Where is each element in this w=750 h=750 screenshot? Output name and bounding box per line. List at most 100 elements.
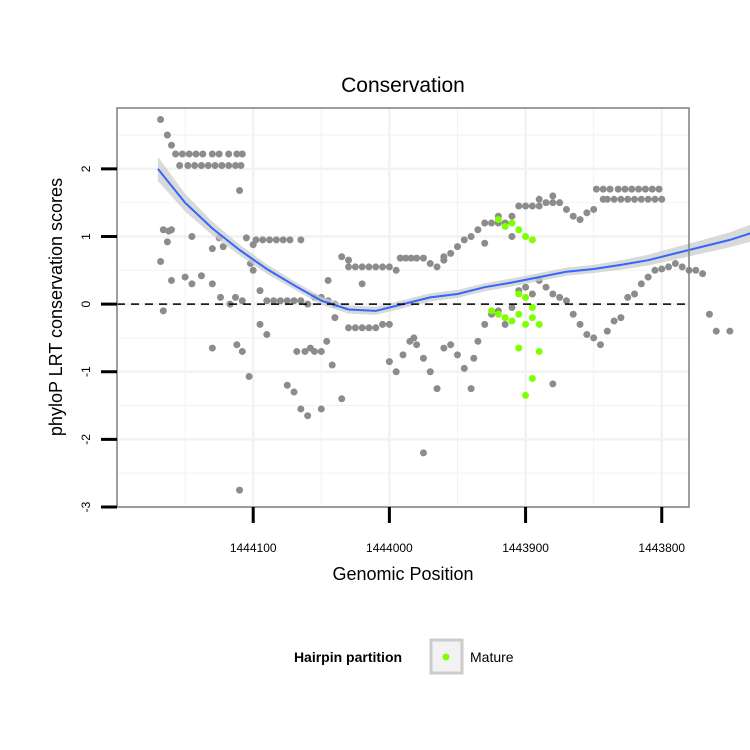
- point-other: [562, 205, 570, 213]
- point-other: [590, 205, 598, 213]
- point-other: [549, 380, 557, 388]
- point-other: [208, 150, 216, 158]
- point-other: [556, 199, 564, 207]
- point-mature: [522, 391, 530, 399]
- point-other: [159, 307, 167, 315]
- point-other: [419, 354, 427, 362]
- point-other: [617, 314, 625, 322]
- point-other: [208, 245, 216, 253]
- point-other: [508, 212, 516, 220]
- point-other: [583, 331, 591, 339]
- point-other: [188, 280, 196, 288]
- chart-title: Conservation: [341, 74, 465, 97]
- point-other: [225, 150, 233, 158]
- point-other: [197, 161, 205, 169]
- point-other: [447, 341, 455, 349]
- point-other: [576, 216, 584, 224]
- point-other: [549, 199, 557, 207]
- point-other: [238, 347, 246, 355]
- point-other: [610, 317, 618, 325]
- point-other: [231, 293, 239, 301]
- point-other: [460, 236, 468, 244]
- point-other: [163, 131, 171, 139]
- plot-panel: 1444100 1444000 1443900 1443800 -3 -2 -1 0 1 2: [79, 107, 750, 555]
- point-other: [460, 364, 468, 372]
- point-other: [167, 141, 175, 149]
- point-other: [372, 324, 380, 332]
- point-other: [225, 161, 233, 169]
- point-other: [481, 320, 489, 328]
- point-other: [535, 202, 543, 210]
- point-other: [176, 161, 184, 169]
- point-other: [528, 290, 536, 298]
- point-other: [583, 209, 591, 217]
- point-mature: [488, 307, 496, 315]
- point-other: [678, 263, 686, 271]
- point-other: [338, 395, 346, 403]
- point-other: [396, 254, 404, 262]
- point-other: [283, 381, 291, 389]
- point-other: [651, 266, 659, 274]
- legend-label-mature: Mature: [470, 649, 514, 665]
- point-other: [522, 202, 530, 210]
- point-other: [231, 161, 239, 169]
- point-other: [293, 347, 301, 355]
- point-other: [263, 331, 271, 339]
- point-other: [467, 232, 475, 240]
- point-other: [317, 405, 325, 413]
- point-other: [614, 185, 622, 193]
- point-mature: [528, 314, 536, 322]
- point-other: [606, 185, 614, 193]
- point-other: [413, 341, 421, 349]
- point-other: [549, 192, 557, 200]
- point-other: [628, 185, 636, 193]
- point-other: [181, 273, 189, 281]
- point-other: [549, 290, 557, 298]
- point-other: [379, 320, 387, 328]
- point-other: [188, 232, 196, 240]
- legend: Hairpin partition Mature: [294, 638, 514, 675]
- point-other: [272, 236, 280, 244]
- point-other: [474, 337, 482, 345]
- point-other: [324, 276, 332, 284]
- legend-title: Hairpin partition: [294, 649, 402, 665]
- y-tick-label: -2: [79, 434, 93, 445]
- point-mature: [508, 219, 516, 227]
- point-other: [172, 150, 180, 158]
- point-other: [191, 161, 199, 169]
- point-other: [631, 290, 639, 298]
- point-other: [426, 260, 434, 268]
- point-other: [304, 300, 312, 308]
- point-other: [379, 263, 387, 271]
- point-other: [279, 236, 287, 244]
- y-tick-label: 2: [79, 165, 93, 172]
- point-other: [624, 293, 632, 301]
- point-other: [599, 185, 607, 193]
- point-other: [208, 344, 216, 352]
- point-other: [167, 226, 175, 234]
- point-other: [658, 195, 666, 203]
- point-other: [637, 280, 645, 288]
- point-other: [208, 280, 216, 288]
- y-tick-label: -3: [79, 501, 93, 512]
- point-other: [603, 327, 611, 335]
- point-other: [665, 263, 673, 271]
- point-other: [542, 199, 550, 207]
- point-other: [705, 310, 713, 318]
- point-other: [233, 341, 241, 349]
- point-mature: [515, 290, 523, 298]
- point-other: [419, 449, 427, 457]
- point-other: [712, 327, 720, 335]
- point-other: [671, 260, 679, 268]
- y-tick-label: 0: [79, 300, 93, 307]
- series-mature: [488, 216, 543, 399]
- point-other: [219, 243, 227, 251]
- point-other: [297, 405, 305, 413]
- point-other: [440, 344, 448, 352]
- point-other: [641, 185, 649, 193]
- point-other: [199, 150, 207, 158]
- point-other: [569, 310, 577, 318]
- point-other: [328, 361, 336, 369]
